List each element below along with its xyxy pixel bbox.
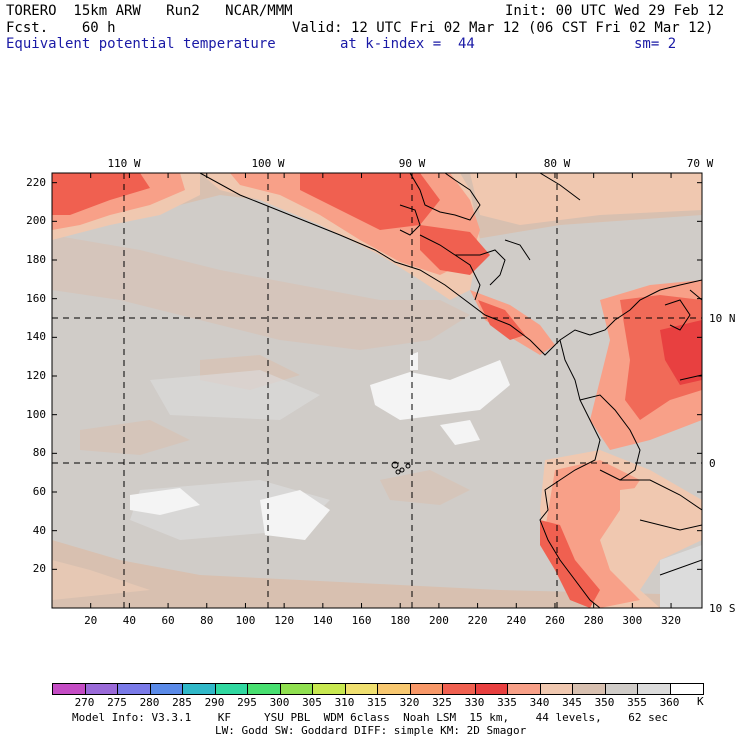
x-grid-label: 240 — [506, 614, 527, 627]
y-grid-label: 80 — [32, 446, 46, 460]
valid-time: Valid: 12 UTC Fri 02 Mar 12 (06 CST Fri … — [292, 20, 714, 36]
coastlines — [199, 173, 702, 608]
colorbar-swatch — [669, 683, 704, 695]
colorbar-swatch — [377, 683, 411, 695]
theta-e-field — [52, 173, 702, 608]
x-grid-label: 260 — [545, 614, 565, 627]
y-grid-label: 40 — [32, 523, 46, 537]
y-grid-label: 160 — [26, 291, 46, 305]
map-frame — [51, 172, 703, 609]
colorbar-swatch — [149, 683, 183, 695]
longitude-label: 110 W — [107, 157, 141, 170]
x-grid-label: 180 — [390, 614, 411, 627]
colorbar-label: 305 — [302, 696, 322, 709]
y-grid-label: 180 — [26, 253, 46, 266]
colorbar-label: 310 — [334, 696, 355, 709]
y-grid-label: 20 — [32, 562, 46, 576]
x-grid-label: 120 — [274, 614, 295, 627]
latitude-label: 10 S — [709, 602, 736, 615]
longitude-label: 100 W — [251, 157, 285, 170]
x-grid-label: 160 — [351, 614, 372, 627]
colorbar-swatch — [539, 683, 573, 695]
colorbar-label: 355 — [627, 696, 647, 709]
colorbar-swatch — [117, 683, 151, 695]
y-grid-label: 100 — [26, 407, 46, 421]
colorbar-swatch — [604, 683, 638, 695]
physics-info: LW: Godd SW: Goddard DIFF: simple KM: 2D… — [215, 724, 527, 737]
x-grid-label: 100 — [235, 614, 256, 627]
colorbar-label: 285 — [172, 696, 192, 709]
x-grid-label: 200 — [428, 614, 449, 627]
field-name: Equivalent potential temperature — [6, 36, 276, 52]
colorbar-unit: K — [697, 695, 704, 708]
colorbar-label: 320 — [399, 696, 420, 709]
x-grid-label: 280 — [583, 614, 604, 627]
colorbar-swatch — [279, 683, 313, 695]
colorbar-swatch — [214, 683, 248, 695]
forecast-hour: Fcst. 60 h — [6, 20, 116, 36]
latitude-label: 0 — [709, 457, 716, 470]
colorbar-label: 290 — [204, 696, 225, 709]
colorbar-label: 340 — [529, 696, 550, 709]
longitude-label: 70 W — [686, 157, 714, 170]
colorbar-swatch — [344, 683, 378, 695]
colorbar-label: 300 — [269, 696, 290, 709]
colorbar-swatch — [474, 683, 508, 695]
x-grid-label: 300 — [622, 614, 643, 627]
y-grid-label: 220 — [26, 175, 46, 189]
model-title: TORERO 15km ARW Run2 NCAR/MMM — [6, 3, 293, 19]
axis-ticks — [52, 173, 702, 608]
colorbar-label: 325 — [432, 696, 452, 709]
level-indicator: at k-index = 44 — [340, 36, 475, 52]
colorbar-label: 330 — [464, 696, 485, 709]
longitude-label: 90 W — [398, 157, 426, 170]
colorbar-swatch — [247, 683, 281, 695]
colorbar-label: 360 — [659, 696, 680, 709]
colorbar-swatch — [312, 683, 346, 695]
galapagos-islands — [391, 461, 411, 475]
colorbar-swatch — [84, 683, 118, 695]
colorbar-swatch — [182, 683, 216, 695]
colorbar-label: 345 — [562, 696, 582, 709]
colorbar-label: 280 — [139, 696, 160, 709]
colorbar-swatch — [507, 683, 541, 695]
x-grid-label: 60 — [161, 614, 175, 627]
init-time: Init: 00 UTC Wed 29 Feb 12 — [505, 3, 725, 19]
graticule — [52, 173, 702, 608]
x-grid-label: 220 — [467, 614, 488, 627]
x-grid-label: 80 — [200, 614, 214, 627]
colorbar-swatch — [637, 683, 671, 695]
colorbar-swatch — [442, 683, 476, 695]
model-info: Model Info: V3.3.1 KF YSU PBL WDM 6class… — [72, 711, 669, 724]
colorbar-swatch — [409, 683, 443, 695]
y-grid-label: 140 — [26, 330, 46, 344]
longitude-label: 80 W — [543, 157, 571, 170]
colorbar-label: 270 — [74, 696, 95, 709]
x-grid-label: 20 — [84, 614, 98, 627]
x-grid-label: 320 — [661, 614, 681, 627]
smoothing-indicator: sm= 2 — [634, 36, 677, 52]
y-grid-label: 60 — [32, 485, 46, 498]
colorbar-label: 275 — [107, 696, 127, 709]
x-grid-label: 140 — [312, 614, 333, 627]
colorbar-label: 315 — [367, 696, 387, 709]
colorbar-label: 335 — [497, 696, 517, 709]
colorbar-label: 350 — [594, 696, 615, 709]
y-grid-label: 120 — [26, 369, 46, 382]
colorbar-label: 295 — [237, 696, 257, 709]
latitude-label: 10 N — [709, 312, 736, 325]
y-grid-label: 200 — [26, 214, 46, 228]
colorbar-swatch — [572, 683, 606, 695]
colorbar-swatch — [52, 683, 86, 695]
x-grid-label: 40 — [122, 614, 136, 627]
